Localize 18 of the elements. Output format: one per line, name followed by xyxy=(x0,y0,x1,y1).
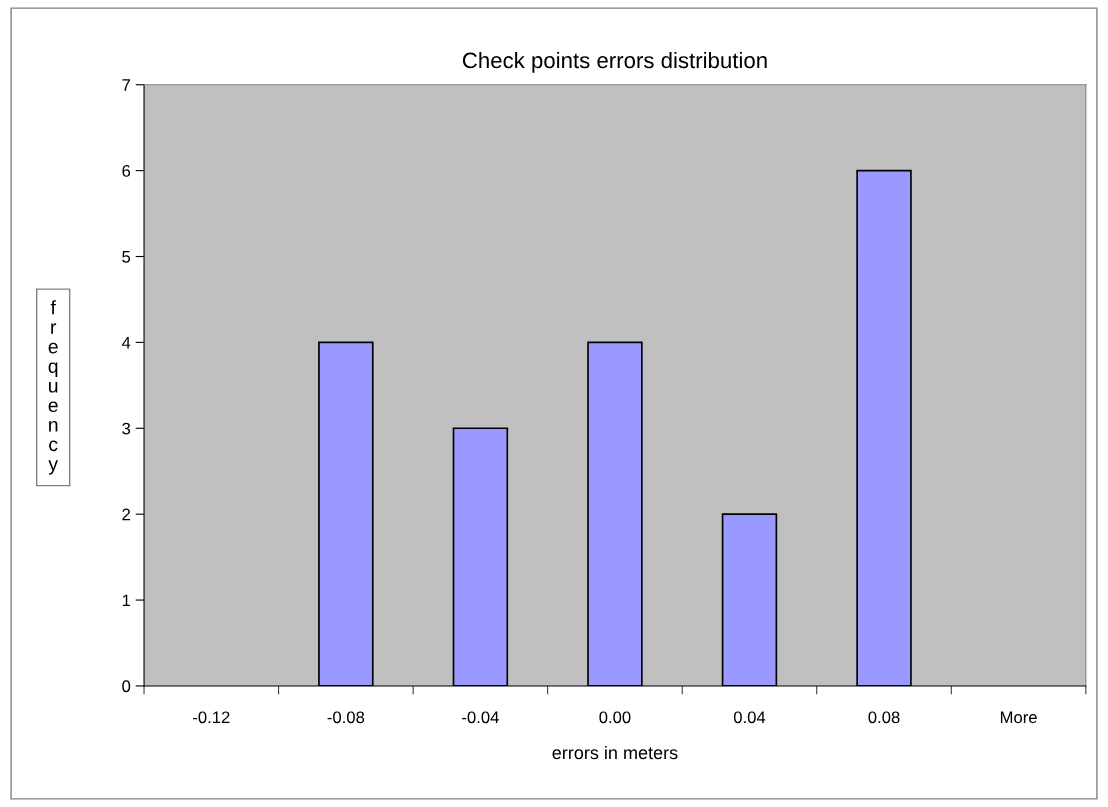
y-tick-label: 3 xyxy=(122,422,131,435)
x-tick-label: 0.08 xyxy=(868,711,900,724)
y-tick-label: 0 xyxy=(122,680,131,693)
x-tick-label: -0.12 xyxy=(193,711,230,724)
chart-title: Check points errors distribution xyxy=(462,51,767,73)
x-tick-label: -0.04 xyxy=(462,711,499,724)
text: frequency xyxy=(48,300,59,475)
y-tick-label: 4 xyxy=(121,336,131,349)
x-tick-label: 0.04 xyxy=(733,711,766,724)
x-tick-label: -0.08 xyxy=(327,711,365,724)
y-tick-label: 6 xyxy=(122,165,131,177)
y-tick-label: 1 xyxy=(122,594,131,607)
x-tick-label: 0.00 xyxy=(599,711,631,724)
x-tick-label: More xyxy=(1000,711,1037,724)
y-tick-label: 2 xyxy=(122,508,131,521)
x-axis-title: errors in meters xyxy=(552,745,678,760)
y-tick-label: 7 xyxy=(122,79,131,91)
y-tick-label: 5 xyxy=(122,251,131,263)
